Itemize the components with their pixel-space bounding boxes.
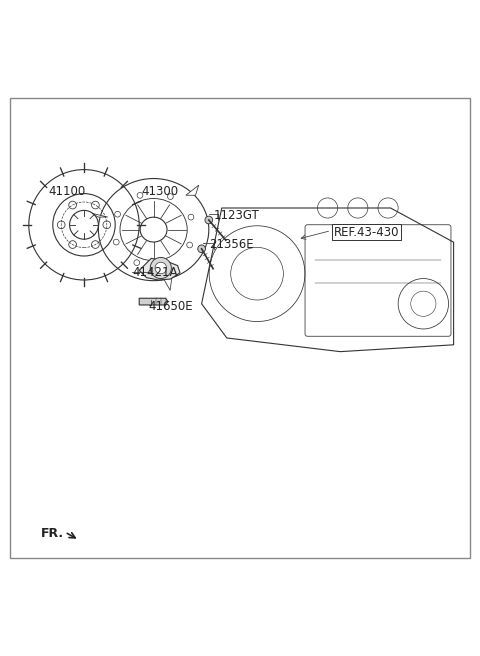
Circle shape [137, 192, 143, 198]
Polygon shape [162, 277, 172, 291]
Polygon shape [139, 258, 180, 280]
Circle shape [69, 241, 76, 249]
Circle shape [92, 201, 99, 209]
Text: 41650E: 41650E [149, 300, 193, 313]
Circle shape [103, 221, 110, 229]
Circle shape [168, 194, 173, 199]
Circle shape [164, 261, 170, 267]
Polygon shape [139, 298, 168, 305]
Text: 41100: 41100 [48, 185, 85, 197]
Circle shape [58, 221, 65, 229]
Circle shape [155, 262, 167, 274]
Circle shape [205, 216, 213, 224]
Circle shape [198, 245, 205, 253]
Text: 21356E: 21356E [209, 237, 253, 251]
Circle shape [115, 211, 120, 217]
Text: FR.: FR. [41, 527, 64, 540]
Text: 41421A: 41421A [132, 266, 178, 279]
Circle shape [113, 239, 119, 245]
Polygon shape [186, 185, 199, 195]
Circle shape [150, 257, 171, 279]
Text: 41300: 41300 [142, 185, 179, 197]
Text: REF.43-430: REF.43-430 [334, 226, 399, 239]
Text: 1123GT: 1123GT [214, 209, 260, 222]
Circle shape [69, 201, 76, 209]
Circle shape [134, 260, 140, 266]
Polygon shape [92, 213, 108, 217]
Circle shape [188, 215, 194, 220]
Circle shape [187, 242, 192, 248]
Circle shape [92, 241, 99, 249]
